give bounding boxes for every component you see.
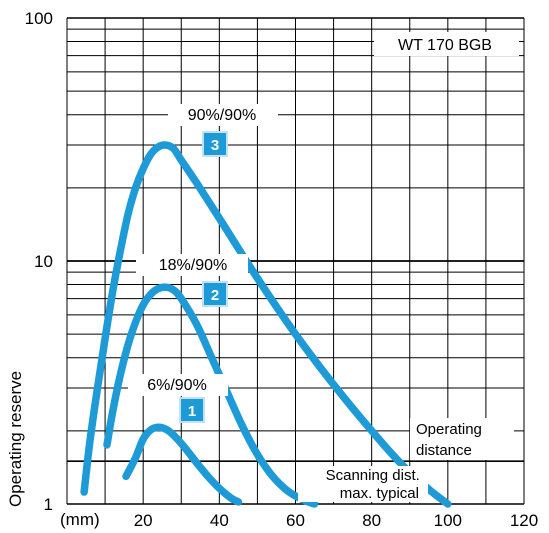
x-tick-label: 120	[510, 511, 538, 530]
label-bg-1	[128, 374, 228, 396]
title-box	[374, 32, 519, 56]
curves	[80, 141, 452, 508]
series-label-2: 18%/90%	[159, 257, 228, 274]
operating-distance-label: Operating distance	[416, 421, 486, 459]
series-label-3: 90%/90%	[188, 107, 257, 124]
scan-label-bg	[298, 466, 428, 502]
x-tick-label: 60	[286, 511, 305, 530]
x-tick-label: 20	[134, 511, 153, 530]
series-label-1: 6%/90%	[147, 377, 207, 394]
y-tick-label: 100	[25, 9, 53, 28]
y-tick-label: 10	[34, 252, 53, 271]
y-axis-label: Operating reserve	[6, 371, 25, 507]
label-bg-3	[168, 104, 278, 126]
badge-1: 1	[179, 397, 205, 423]
y-tick-labels: 1 10 100	[25, 9, 53, 514]
x-tick-label: 100	[434, 511, 462, 530]
x-tick-labels: 20 40 60 80 100 120	[134, 511, 538, 530]
svg-text:3: 3	[211, 137, 219, 154]
series-curve-3	[80, 141, 452, 508]
svg-text:1: 1	[188, 403, 196, 420]
series-curve-2	[103, 283, 319, 508]
label-bg-2	[136, 254, 248, 276]
series-curve-1	[122, 423, 243, 506]
y-tick-label: 1	[44, 495, 53, 514]
x-tick-label: 80	[362, 511, 381, 530]
chart-title: WT 170 BGB	[398, 37, 492, 54]
badge-2: 2	[202, 281, 228, 307]
svg-text:2: 2	[211, 287, 219, 304]
scanning-distance-label: Scanning dist. max. typical	[326, 467, 424, 502]
x-axis-unit-label: (mm)	[60, 510, 100, 529]
op-label-bg	[410, 418, 514, 460]
badge-3: 3	[202, 131, 228, 157]
x-tick-label: 40	[210, 511, 229, 530]
